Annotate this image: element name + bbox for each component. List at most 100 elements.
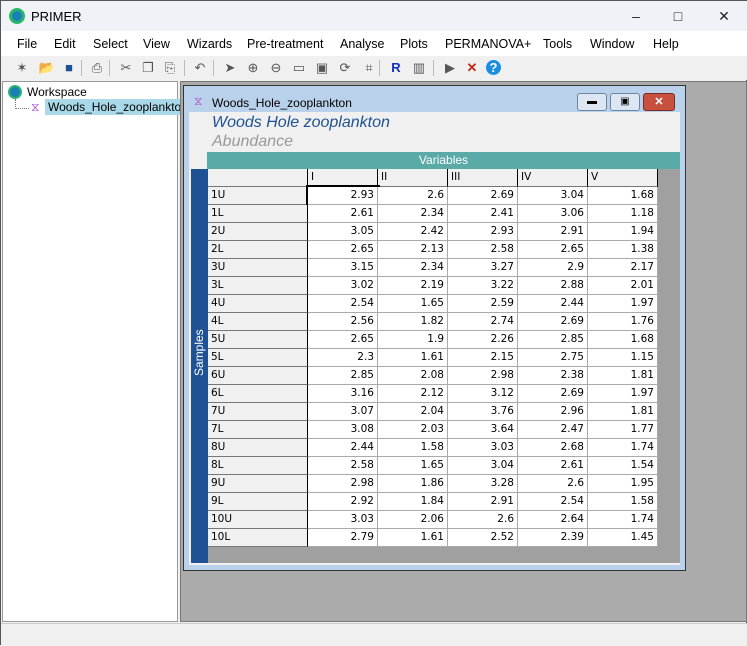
menu-pretreatment[interactable]: Pre-treatment	[247, 37, 324, 51]
table-cell[interactable]: 1.77	[588, 421, 658, 439]
table-cell[interactable]: 2.03	[378, 421, 448, 439]
table-cell[interactable]: 2.56	[308, 313, 378, 331]
table-cell[interactable]: 2.42	[378, 223, 448, 241]
table-cell[interactable]: 2.12	[378, 385, 448, 403]
table-cell[interactable]: 2.65	[308, 241, 378, 259]
copy-icon[interactable]: ❐	[142, 60, 154, 75]
table-cell[interactable]: 3.04	[518, 187, 588, 205]
row-header-10U[interactable]: 10U	[208, 511, 308, 529]
row-header-5L[interactable]: 5L	[208, 349, 308, 367]
table-cell[interactable]: 3.16	[308, 385, 378, 403]
tree-item-dataset[interactable]: Woods_Hole_zooplankton	[45, 99, 191, 115]
table-cell[interactable]: 2.59	[448, 295, 518, 313]
table-cell[interactable]: 1.74	[588, 511, 658, 529]
table-cell[interactable]: 2.61	[308, 205, 378, 223]
save-icon[interactable]: ■	[65, 60, 73, 75]
menu-select[interactable]: Select	[93, 37, 128, 51]
table-cell[interactable]: 3.28	[448, 475, 518, 493]
row-header-3L[interactable]: 3L	[208, 277, 308, 295]
table-cell[interactable]: 2.69	[448, 187, 518, 205]
row-header-10L[interactable]: 10L	[208, 529, 308, 547]
menu-file[interactable]: File	[17, 37, 38, 51]
table-cell[interactable]: 1.97	[588, 295, 658, 313]
table-cell[interactable]: 2.41	[448, 205, 518, 223]
menu-tools[interactable]: Tools	[543, 37, 573, 51]
table-cell[interactable]: 1.18	[588, 205, 658, 223]
table-cell[interactable]: 2.98	[448, 367, 518, 385]
table-cell[interactable]: 3.76	[448, 403, 518, 421]
table-cell[interactable]: 2.91	[448, 493, 518, 511]
row-header-6U[interactable]: 6U	[208, 367, 308, 385]
table-cell[interactable]: 2.88	[518, 277, 588, 295]
cut-icon[interactable]: ✂	[120, 60, 132, 75]
table-cell[interactable]: 1.95	[588, 475, 658, 493]
table-cell[interactable]: 1.54	[588, 457, 658, 475]
table-cell[interactable]: 2.96	[518, 403, 588, 421]
table-cell[interactable]: 3.27	[448, 259, 518, 277]
table-cell[interactable]: 2.15	[448, 349, 518, 367]
undo-icon[interactable]: ↶	[194, 60, 206, 75]
table-cell[interactable]: 1.61	[378, 349, 448, 367]
table-cell[interactable]: 1.61	[378, 529, 448, 547]
table-cell[interactable]: 2.39	[518, 529, 588, 547]
table-cell[interactable]: 2.58	[308, 457, 378, 475]
row-header-6L[interactable]: 6L	[208, 385, 308, 403]
table-cell[interactable]: 2.38	[518, 367, 588, 385]
table-cell[interactable]: 2.54	[308, 295, 378, 313]
table-cell[interactable]: 2.98	[308, 475, 378, 493]
pointer-icon[interactable]: ➤	[224, 60, 236, 75]
table-cell[interactable]: 1.58	[588, 493, 658, 511]
table-cell[interactable]: 1.68	[588, 187, 658, 205]
table-cell[interactable]: 2.44	[518, 295, 588, 313]
run-icon[interactable]: ▶	[445, 60, 455, 75]
table-cell[interactable]: 2.34	[378, 259, 448, 277]
table-cell[interactable]: 1.97	[588, 385, 658, 403]
table-cell[interactable]: 2.9	[518, 259, 588, 277]
menu-help[interactable]: Help	[653, 37, 679, 51]
label-icon[interactable]: ▭	[292, 60, 306, 75]
histogram-icon[interactable]: ▥	[412, 60, 426, 75]
help-icon[interactable]: ?	[486, 60, 501, 75]
table-cell[interactable]: 2.19	[378, 277, 448, 295]
child-close-button[interactable]: ✕	[643, 93, 675, 111]
close-button[interactable]: ✕	[718, 8, 730, 24]
row-header-7L[interactable]: 7L	[208, 421, 308, 439]
row-header-4U[interactable]: 4U	[208, 295, 308, 313]
table-cell[interactable]: 2.08	[378, 367, 448, 385]
table-cell[interactable]: 3.22	[448, 277, 518, 295]
stop-icon[interactable]: ✕	[466, 60, 478, 75]
table-cell[interactable]: 2.47	[518, 421, 588, 439]
table-cell[interactable]: 1.76	[588, 313, 658, 331]
child-restore-button[interactable]: ▣	[610, 93, 640, 111]
menu-analyse[interactable]: Analyse	[340, 37, 385, 51]
table-cell[interactable]: 1.58	[378, 439, 448, 457]
row-header-9L[interactable]: 9L	[208, 493, 308, 511]
maximize-button[interactable]: □	[673, 8, 683, 24]
menu-view[interactable]: View	[143, 37, 170, 51]
table-cell[interactable]: 2.61	[518, 457, 588, 475]
row-header-1U[interactable]: 1U	[208, 187, 308, 205]
table-cell[interactable]: 2.26	[448, 331, 518, 349]
menu-plots[interactable]: Plots	[400, 37, 428, 51]
tree-root-workspace[interactable]: Workspace	[27, 85, 87, 99]
column-header-II[interactable]: II	[378, 169, 448, 187]
zoom-out-icon[interactable]: ⊖	[270, 60, 282, 75]
table-cell[interactable]: 3.03	[308, 511, 378, 529]
r-data-icon[interactable]: R	[391, 60, 401, 75]
table-cell[interactable]: 1.65	[378, 295, 448, 313]
menu-edit[interactable]: Edit	[54, 37, 76, 51]
table-cell[interactable]: 2.93	[306, 185, 380, 207]
table-cell[interactable]: 1.74	[588, 439, 658, 457]
table-cell[interactable]: 2.85	[518, 331, 588, 349]
table-cell[interactable]: 2.6	[378, 187, 448, 205]
select-icon[interactable]: ▣	[315, 60, 329, 75]
table-cell[interactable]: 1.38	[588, 241, 658, 259]
row-header-1L[interactable]: 1L	[208, 205, 308, 223]
open-icon[interactable]: 📂	[38, 60, 56, 75]
table-cell[interactable]: 1.68	[588, 331, 658, 349]
table-cell[interactable]: 1.45	[588, 529, 658, 547]
table-cell[interactable]: 2.69	[518, 385, 588, 403]
table-cell[interactable]: 2.17	[588, 259, 658, 277]
table-cell[interactable]: 2.06	[378, 511, 448, 529]
table-cell[interactable]: 1.81	[588, 403, 658, 421]
